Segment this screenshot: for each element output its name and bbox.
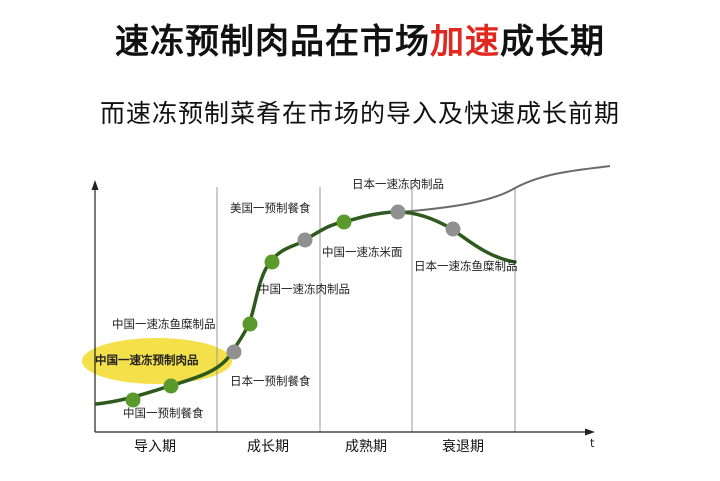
point-cn-frozen-meat bbox=[264, 254, 280, 270]
label-us-prepared-meals: 美国一预制餐食 bbox=[230, 201, 311, 215]
label-cn-frozen-prepared-meat: 中国一速冻预制肉品 bbox=[95, 353, 199, 367]
t-axis-label: t bbox=[590, 436, 595, 450]
highlight-ellipse bbox=[82, 338, 232, 384]
page-title: 速冻预制肉品在市场加速成长期 bbox=[0, 14, 720, 63]
label-jp-frozen-surimi: 日本一速冻鱼糜制品 bbox=[414, 259, 518, 273]
stage-label-decline: 衰退期 bbox=[442, 438, 484, 455]
point-cn-frozen-rice-noodle bbox=[336, 214, 352, 230]
page-subtitle: 而速冻预制菜肴在市场的导入及快速成长前期 bbox=[99, 99, 620, 128]
lifecycle-curve bbox=[94, 210, 517, 406]
label-cn-frozen-rice-noodle: 中国一速冻米面 bbox=[322, 245, 403, 259]
point-cn-frozen-surimi bbox=[242, 316, 258, 332]
stage-label-growth: 成长期 bbox=[247, 439, 289, 455]
label-cn-frozen-meat: 中国一速冻肉制品 bbox=[258, 282, 350, 296]
growth-branch-curve bbox=[399, 165, 611, 213]
title-part-1: 速冻预制肉品在市场 bbox=[115, 22, 430, 62]
stage-label-intro: 导入期 bbox=[134, 439, 176, 455]
label-jp-prepared-meals: 日本一预制餐食 bbox=[230, 374, 311, 388]
title-highlight: 加速 bbox=[430, 22, 500, 62]
point-us-prepared-meals bbox=[297, 232, 313, 248]
point-jp-frozen-meat bbox=[390, 204, 406, 220]
label-cn-frozen-surimi: 中国一速冻鱼糜制品 bbox=[112, 317, 216, 331]
point-jp-frozen-surimi bbox=[445, 221, 461, 237]
point-jp-prepared-meals bbox=[226, 344, 242, 360]
y-axis-arrow bbox=[91, 180, 99, 190]
label-jp-frozen-meat: 日本一速冻肉制品 bbox=[352, 177, 444, 191]
point-cn-frozen-prepared-meat bbox=[163, 378, 179, 394]
stage-label-maturity: 成熟期 bbox=[345, 439, 387, 455]
x-axis-arrow bbox=[585, 428, 595, 436]
point-cn-prepared-meals bbox=[125, 392, 141, 408]
title-part-2: 成长期 bbox=[500, 22, 605, 62]
label-cn-prepared-meals: 中国一预制餐食 bbox=[123, 406, 204, 420]
